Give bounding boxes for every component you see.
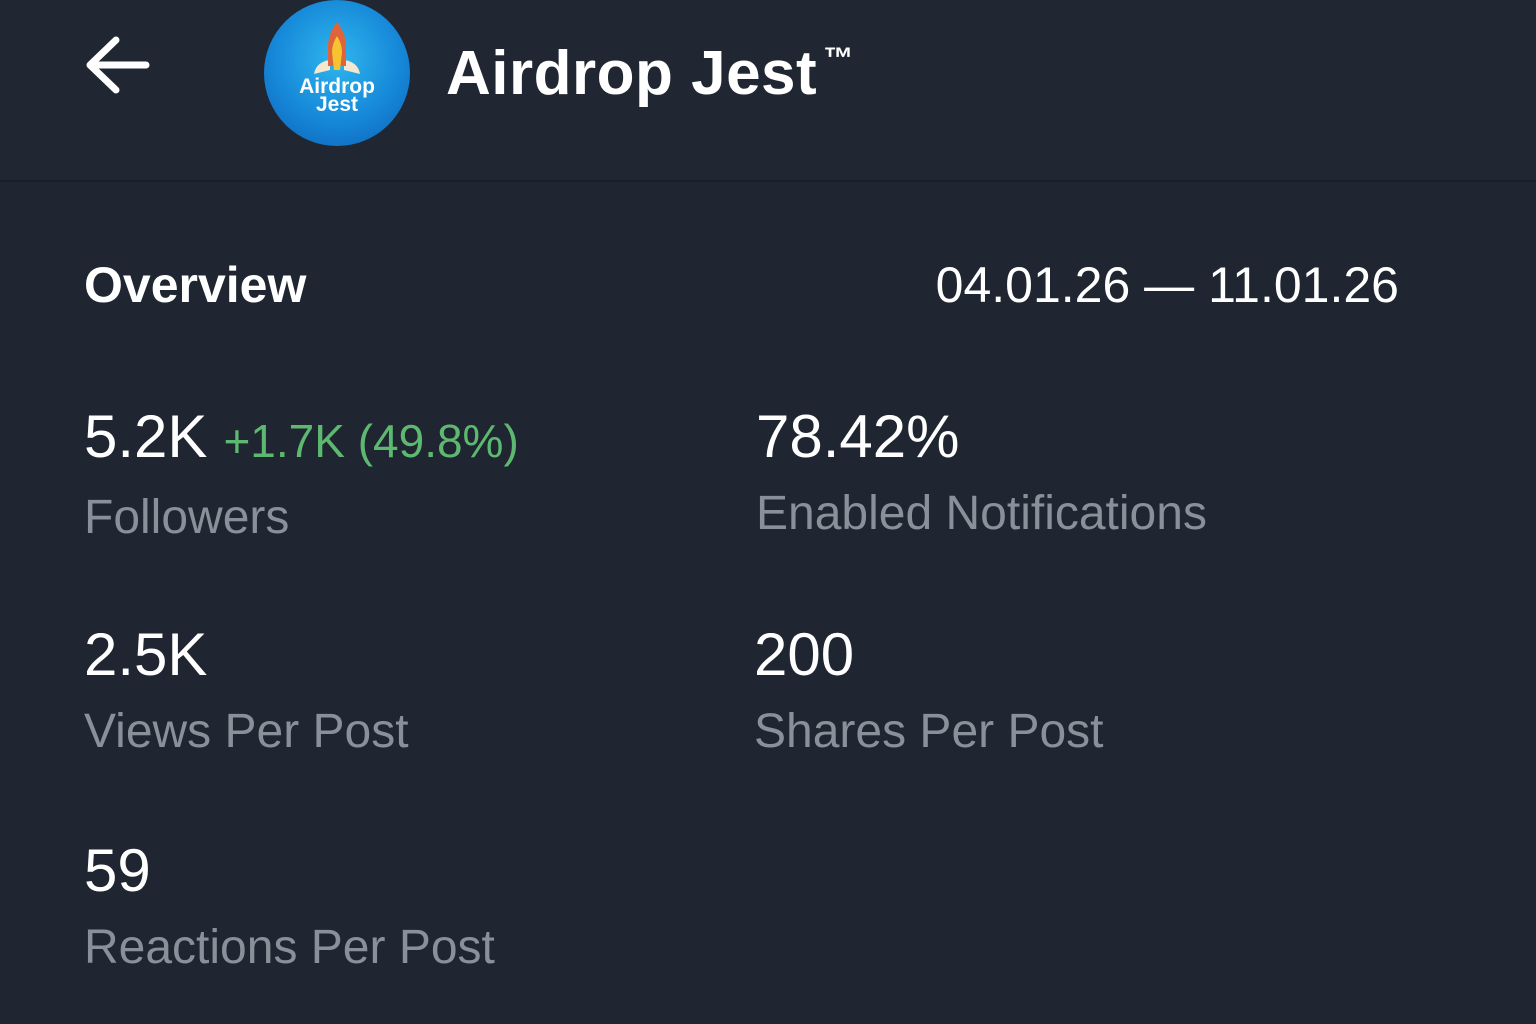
stat-label: Shares Per Post: [754, 705, 1104, 758]
stat-value: 78.42%: [756, 403, 960, 470]
back-button[interactable]: [82, 30, 154, 100]
stat-enabled-notifications: 78.42% Enabled Notifications: [756, 402, 1207, 544]
logo-text-line2: Jest: [315, 93, 359, 116]
stat-label: Followers: [84, 491, 290, 544]
stat-value: 2.5K: [84, 621, 208, 688]
channel-title: Airdrop Jest ™: [446, 38, 854, 109]
rocket-icon: [314, 22, 360, 74]
section-title: Overview: [84, 257, 307, 313]
stat-value: 59: [84, 837, 151, 904]
stat-label: Enabled Notifications: [756, 487, 1207, 540]
trademark: ™: [823, 42, 854, 75]
stat-label: Reactions Per Post: [84, 921, 495, 974]
stat-views-per-post: 2.5K Views Per Post: [84, 620, 409, 762]
stat-delta: +1.7K (49.8%): [223, 415, 519, 467]
header: Airdrop Jest Airdrop Jest ™: [0, 0, 1536, 182]
channel-avatar[interactable]: Airdrop Jest: [264, 0, 410, 146]
arrow-left-icon: [86, 36, 150, 94]
stat-label: Views Per Post: [84, 705, 409, 758]
stat-value: 200: [754, 621, 855, 688]
logo-text-line1: Airdrop: [299, 75, 375, 98]
date-range[interactable]: 04.01.26 — 11.01.26: [935, 257, 1399, 313]
stat-followers: 5.2K +1.7K (49.8%) Followers: [84, 402, 519, 548]
logo-text: Airdrop Jest: [264, 75, 410, 116]
stat-reactions-per-post: 59 Reactions Per Post: [84, 836, 495, 978]
channel-name: Airdrop Jest: [446, 39, 818, 108]
stat-shares-per-post: 200 Shares Per Post: [754, 620, 1104, 762]
stat-value: 5.2K: [84, 403, 208, 470]
